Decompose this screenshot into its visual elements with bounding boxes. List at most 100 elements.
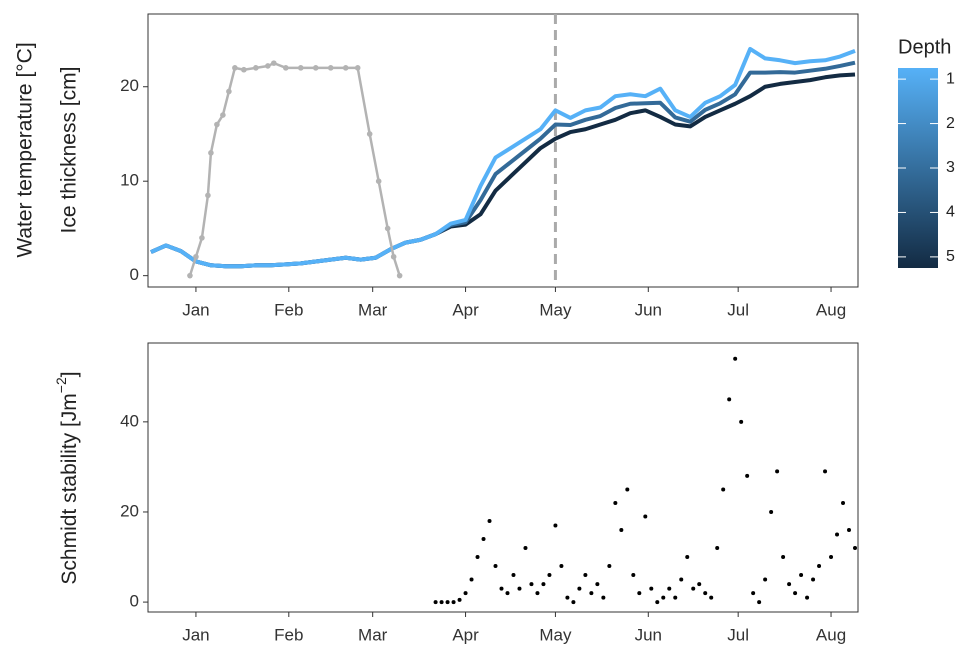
point xyxy=(577,586,582,591)
point xyxy=(463,591,468,596)
point xyxy=(607,564,612,569)
x-tick-label: Feb xyxy=(274,300,303,319)
point xyxy=(523,546,528,551)
point xyxy=(559,564,564,569)
point xyxy=(187,272,193,279)
point xyxy=(703,591,708,596)
point xyxy=(220,112,226,118)
series-line xyxy=(150,46,856,269)
point xyxy=(517,586,522,591)
y-label-text: ] xyxy=(58,371,81,377)
point xyxy=(763,577,768,582)
point xyxy=(241,66,247,73)
point xyxy=(811,577,816,582)
point xyxy=(751,591,756,596)
point xyxy=(226,88,232,95)
point xyxy=(253,65,259,71)
point xyxy=(715,546,720,551)
point xyxy=(433,600,438,605)
point xyxy=(342,65,349,71)
x-tick-label: Mar xyxy=(358,300,388,319)
point xyxy=(541,582,546,587)
colorbar-label: 4 xyxy=(946,204,955,221)
point xyxy=(673,595,678,600)
point xyxy=(691,586,696,591)
point xyxy=(799,573,804,578)
x-tick-label: Jan xyxy=(182,300,209,319)
point xyxy=(823,469,828,474)
x-tick-label: Jan xyxy=(182,625,209,644)
x-tick-label: Jul xyxy=(727,625,749,644)
point xyxy=(625,487,630,492)
y-label-text: Schmidt stability [Jm xyxy=(58,393,81,584)
point xyxy=(327,65,334,71)
y-tick-label: 0 xyxy=(130,592,139,611)
point xyxy=(214,121,220,128)
point xyxy=(366,131,373,137)
y-tick-label: 40 xyxy=(120,411,139,430)
point xyxy=(469,577,474,582)
point xyxy=(547,573,552,578)
point xyxy=(709,595,714,600)
point xyxy=(847,527,852,532)
point xyxy=(643,514,648,519)
point xyxy=(283,65,289,71)
point xyxy=(199,235,205,241)
point xyxy=(853,546,858,551)
point xyxy=(565,595,570,600)
series-line xyxy=(188,61,401,277)
x-tick-label: Jul xyxy=(727,300,749,319)
point xyxy=(505,591,510,596)
point xyxy=(745,473,750,478)
point xyxy=(835,532,840,537)
y-tick-label: 20 xyxy=(120,76,139,95)
point xyxy=(481,537,486,542)
point xyxy=(781,555,786,560)
point xyxy=(685,555,690,560)
y-axis-label: Water temperature [°C] xyxy=(14,42,37,257)
point xyxy=(739,419,744,424)
point xyxy=(589,591,594,596)
point xyxy=(457,597,462,602)
plot-panel xyxy=(147,342,859,613)
point xyxy=(354,65,361,71)
point xyxy=(727,397,732,402)
point xyxy=(679,577,684,582)
point xyxy=(571,600,576,605)
colorbar-label: 5 xyxy=(946,248,955,265)
point xyxy=(445,600,450,605)
x-tick-label: May xyxy=(539,625,572,644)
point xyxy=(595,582,600,587)
point xyxy=(817,564,822,569)
point xyxy=(390,253,397,260)
x-tick-label: Jun xyxy=(635,300,662,319)
point xyxy=(396,272,403,279)
point xyxy=(553,523,558,528)
colorbar-label: 1 xyxy=(946,70,955,87)
point xyxy=(511,573,516,578)
point xyxy=(661,595,666,600)
point xyxy=(631,573,636,578)
colorbar-label: 3 xyxy=(946,159,955,176)
point xyxy=(775,469,780,474)
point xyxy=(829,555,834,560)
point xyxy=(487,518,492,523)
point xyxy=(312,65,319,71)
point xyxy=(841,500,846,505)
x-tick-label: Mar xyxy=(358,625,388,644)
point xyxy=(613,500,618,505)
point xyxy=(655,600,660,605)
point xyxy=(787,582,792,587)
x-tick-label: Apr xyxy=(452,300,479,319)
x-tick-label: Apr xyxy=(452,625,479,644)
y-axis-label: Schmidt stability [Jm−2] xyxy=(53,371,81,584)
point xyxy=(451,600,456,605)
point xyxy=(208,150,214,156)
point xyxy=(637,591,642,596)
x-tick-label: Jun xyxy=(635,625,662,644)
point xyxy=(793,591,798,596)
point xyxy=(193,253,199,260)
y-axis-label: Ice thickness [cm] xyxy=(58,67,81,234)
point xyxy=(375,178,382,185)
